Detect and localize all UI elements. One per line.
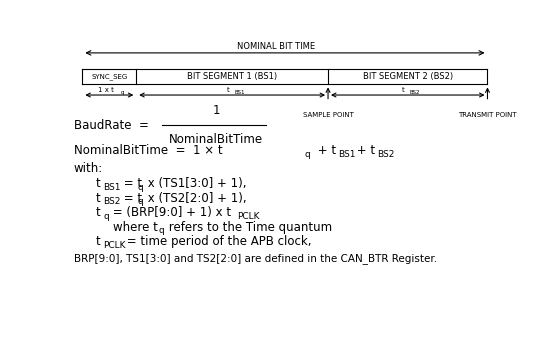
Text: BS2: BS2 (103, 197, 121, 206)
Text: t: t (402, 88, 405, 93)
Text: BS2: BS2 (410, 90, 420, 95)
Text: = (BRP[9:0] + 1) x t: = (BRP[9:0] + 1) x t (109, 206, 231, 219)
Text: with:: with: (74, 162, 103, 175)
Text: = t: = t (120, 177, 142, 190)
Text: where t: where t (112, 221, 157, 234)
Text: q: q (304, 150, 310, 159)
Text: SYNC_SEG: SYNC_SEG (91, 73, 127, 80)
Text: SAMPLE POINT: SAMPLE POINT (302, 112, 354, 118)
Text: 1 x t: 1 x t (98, 88, 114, 93)
Text: x (TS2[2:0] + 1),: x (TS2[2:0] + 1), (143, 192, 246, 205)
Text: = t: = t (120, 192, 142, 205)
Text: q: q (103, 212, 109, 221)
Text: t: t (96, 235, 100, 248)
Text: BS2: BS2 (377, 150, 395, 159)
Text: NominalBitTime: NominalBitTime (169, 133, 263, 146)
Text: t: t (96, 206, 100, 219)
Text: BRP[9:0], TS1[3:0] and TS2[2:0] are defined in the CAN_BTR Register.: BRP[9:0], TS1[3:0] and TS2[2:0] are defi… (74, 253, 437, 264)
Text: TRANSMIT POINT: TRANSMIT POINT (458, 112, 517, 118)
Text: PCLK: PCLK (103, 241, 126, 250)
Text: t: t (96, 177, 100, 190)
Text: BIT SEGMENT 1 (BS1): BIT SEGMENT 1 (BS1) (187, 72, 277, 81)
Text: q: q (137, 197, 143, 206)
Text: q: q (121, 90, 125, 95)
Text: q: q (158, 226, 165, 235)
Text: q: q (137, 183, 143, 192)
Text: t: t (226, 88, 229, 93)
Text: NominalBitTime  =  1 × t: NominalBitTime = 1 × t (74, 144, 222, 157)
Text: x (TS1[3:0] + 1),: x (TS1[3:0] + 1), (143, 177, 246, 190)
Text: refers to the Time quantum: refers to the Time quantum (165, 221, 332, 234)
Text: BaudRate  =: BaudRate = (74, 119, 148, 132)
Text: BS1: BS1 (103, 183, 121, 192)
Text: BS1: BS1 (338, 150, 355, 159)
Text: BIT SEGMENT 2 (BS2): BIT SEGMENT 2 (BS2) (363, 72, 453, 81)
Text: NOMINAL BIT TIME: NOMINAL BIT TIME (237, 42, 315, 51)
Text: = time period of the APB clock,: = time period of the APB clock, (123, 235, 312, 248)
Text: + t: + t (314, 144, 336, 157)
Text: 1: 1 (212, 104, 220, 117)
Text: + t: + t (353, 144, 375, 157)
Text: BS1: BS1 (234, 90, 245, 95)
Text: t: t (96, 192, 100, 205)
Text: PCLK: PCLK (237, 212, 259, 221)
